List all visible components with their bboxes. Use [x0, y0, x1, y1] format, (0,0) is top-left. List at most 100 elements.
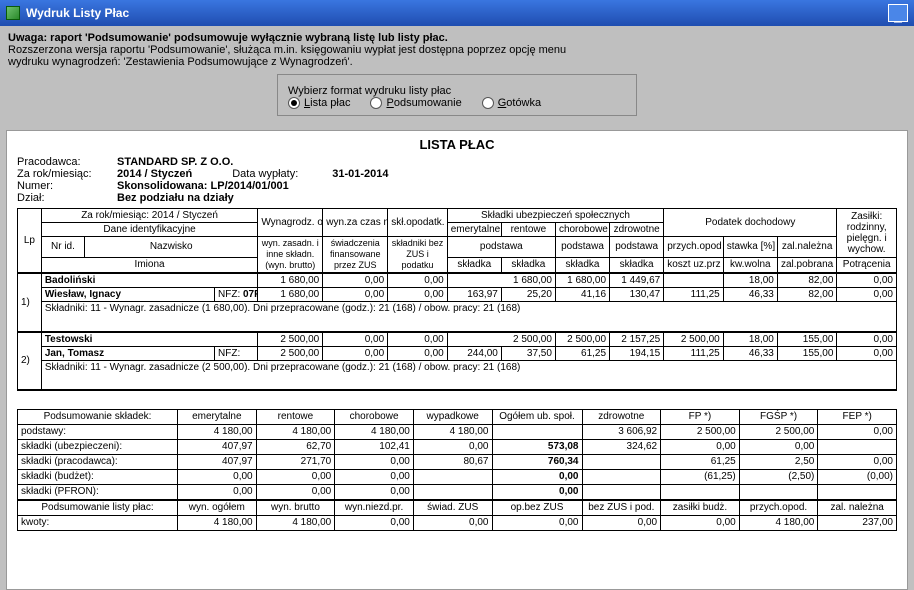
lbl-paydate: Data wypłaty: [232, 168, 332, 180]
title-bar: Wydruk Listy Płac _ [0, 0, 914, 26]
cell: 0,00 [492, 485, 582, 501]
cell: 0,00 [661, 440, 740, 455]
th-skl-bez: składniki bez ZUS i podatku [388, 237, 448, 274]
cell: 237,00 [818, 516, 897, 531]
cell: składki (pracodawca): [18, 455, 178, 470]
cell-name: Wiesław, Ignacy [41, 288, 214, 302]
th-skl-ub: Składki ubezpieczeń społecznych [447, 209, 664, 223]
cell: (0,00) [818, 470, 897, 485]
th-podst: podstawa [447, 237, 555, 258]
cell: 61,25 [661, 455, 740, 470]
cell: 4 180,00 [413, 425, 492, 440]
cell: podstawy: [18, 425, 178, 440]
table-row: Składniki: 11 - Wynagr. zasadnicze (1 68… [18, 302, 897, 332]
th-zasilki: Zasiłki: rodzinny, pielęgn. i wychow. [837, 209, 897, 258]
th-skladka2: składka [501, 257, 555, 273]
cell-foot: Składniki: 11 - Wynagr. zasadnicze (1 68… [41, 302, 896, 332]
cell: kwoty: [18, 516, 178, 531]
cell: (2,50) [739, 470, 818, 485]
cell: 4 180,00 [256, 516, 335, 531]
th-podst2: podstawa [555, 237, 609, 258]
cell: 760,34 [492, 455, 582, 470]
cell: Ogółem ub. społ. [492, 410, 582, 425]
cell: 0,00 [837, 346, 897, 360]
cell: 0,00 [837, 288, 897, 302]
cell: 0,00 [582, 516, 661, 531]
cell: bez ZUS i pod. [582, 500, 661, 516]
th-imiona: Imiona [41, 257, 258, 273]
val-number: Skonsolidowana: LP/2014/01/001 [117, 180, 289, 192]
cell: świad. ZUS [413, 500, 492, 516]
cell: 4 180,00 [739, 516, 818, 531]
cell [739, 485, 818, 501]
cell: 3 606,92 [582, 425, 661, 440]
cell: 0,00 [323, 332, 388, 347]
notice-line2: Rozszerzona wersja raportu 'Podsumowanie… [8, 44, 906, 56]
cell: 102,41 [335, 440, 414, 455]
radio-gotowka-label: otówka [506, 97, 541, 109]
cell: 0,00 [818, 455, 897, 470]
cell: składki (ubezpieczeni): [18, 440, 178, 455]
lbl-number: Numer: [17, 180, 117, 192]
table-row: 1) Badoliński 1 680,00 0,00 0,00 1 680,0… [18, 273, 897, 288]
th-skladka4: składka [610, 257, 664, 273]
cell: 0,00 [837, 332, 897, 347]
radio-lista-label: ista płac [310, 97, 350, 109]
radio-podsumowanie[interactable]: Podsumowanie [370, 97, 461, 109]
cell-surname: Badoliński [41, 273, 258, 288]
minimize-button[interactable]: _ [888, 4, 908, 22]
cell: składki (PFRON): [18, 485, 178, 501]
notice-bold: Uwaga: raport 'Podsumowanie' podsumowuje… [8, 32, 906, 44]
cell: rentowe [256, 410, 335, 425]
table-row: podstawy: 4 180,004 180,004 180,004 180,… [18, 425, 897, 440]
lbl-period: Za rok/miesiąc: [17, 168, 117, 180]
th-podatek: Podatek dochodowy [664, 209, 837, 237]
cell: wyn.niezd.pr. [335, 500, 414, 516]
th-lp: Lp [18, 209, 42, 274]
radio-gotowka[interactable]: Gotówka [482, 97, 541, 109]
cell: 25,20 [501, 288, 555, 302]
cell: chorobowe [335, 410, 414, 425]
cell-foot: Składniki: 11 - Wynagr. zasadnicze (2 50… [41, 360, 896, 390]
cell: 0,00 [413, 440, 492, 455]
cell: 2 157,25 [610, 332, 664, 347]
radio-dot-icon [370, 97, 382, 109]
cell: 407,97 [178, 440, 257, 455]
nfz-lbl: NFZ: [218, 289, 240, 300]
cell: 111,25 [664, 288, 724, 302]
cell: 155,00 [777, 346, 837, 360]
cell-surname: Testowski [41, 332, 258, 347]
cell: 82,00 [777, 288, 837, 302]
cell [413, 470, 492, 485]
cell [492, 425, 582, 440]
doc-title: LISTA PŁAC [17, 137, 897, 152]
cell: 1 680,00 [555, 273, 609, 288]
format-groupbox: Wybierz format wydruku listy płac Lista … [277, 74, 637, 116]
th-rent: rentowe [501, 223, 555, 237]
cell: 4 180,00 [335, 425, 414, 440]
cell: 163,97 [447, 288, 501, 302]
cell: 46,33 [723, 346, 777, 360]
cell: 0,00 [323, 346, 388, 360]
cell: 0,00 [388, 273, 448, 288]
cell: 0,00 [492, 470, 582, 485]
cell: 0,00 [492, 516, 582, 531]
th-emeryt: emerytalne [447, 223, 501, 237]
table-row: składki (budżet): 0,000,000,000,00(61,25… [18, 470, 897, 485]
table-row: Wiesław, Ignacy NFZ: 07R 1 680,00 0,00 0… [18, 288, 897, 302]
cell: 2 500,00 [664, 332, 724, 347]
cell: wypadkowe [413, 410, 492, 425]
val-dept: Bez podziału na działy [117, 192, 234, 204]
th-wyn-ogol: Wynagrodz. ogółem [258, 209, 323, 237]
cell: 2 500,00 [258, 346, 323, 360]
cell-lp: 1) [18, 273, 42, 332]
table-row: składki (ubezpieczeni): 407,9762,70102,4… [18, 440, 897, 455]
cell: 61,25 [555, 346, 609, 360]
report-preview: LISTA PŁAC Pracodawca: STANDARD SP. Z O.… [6, 130, 908, 590]
format-legend: Wybierz format wydruku listy płac [288, 85, 451, 97]
payroll-table: Lp Za rok/miesiąc: 2014 / Styczeń Wynagr… [17, 208, 897, 391]
table-row: składki (PFRON): 0,000,000,000,00 [18, 485, 897, 501]
radio-lista-plac[interactable]: Lista płac [288, 97, 350, 109]
cell: 18,00 [723, 332, 777, 347]
th-zal-nal: zal.należna [777, 237, 837, 258]
